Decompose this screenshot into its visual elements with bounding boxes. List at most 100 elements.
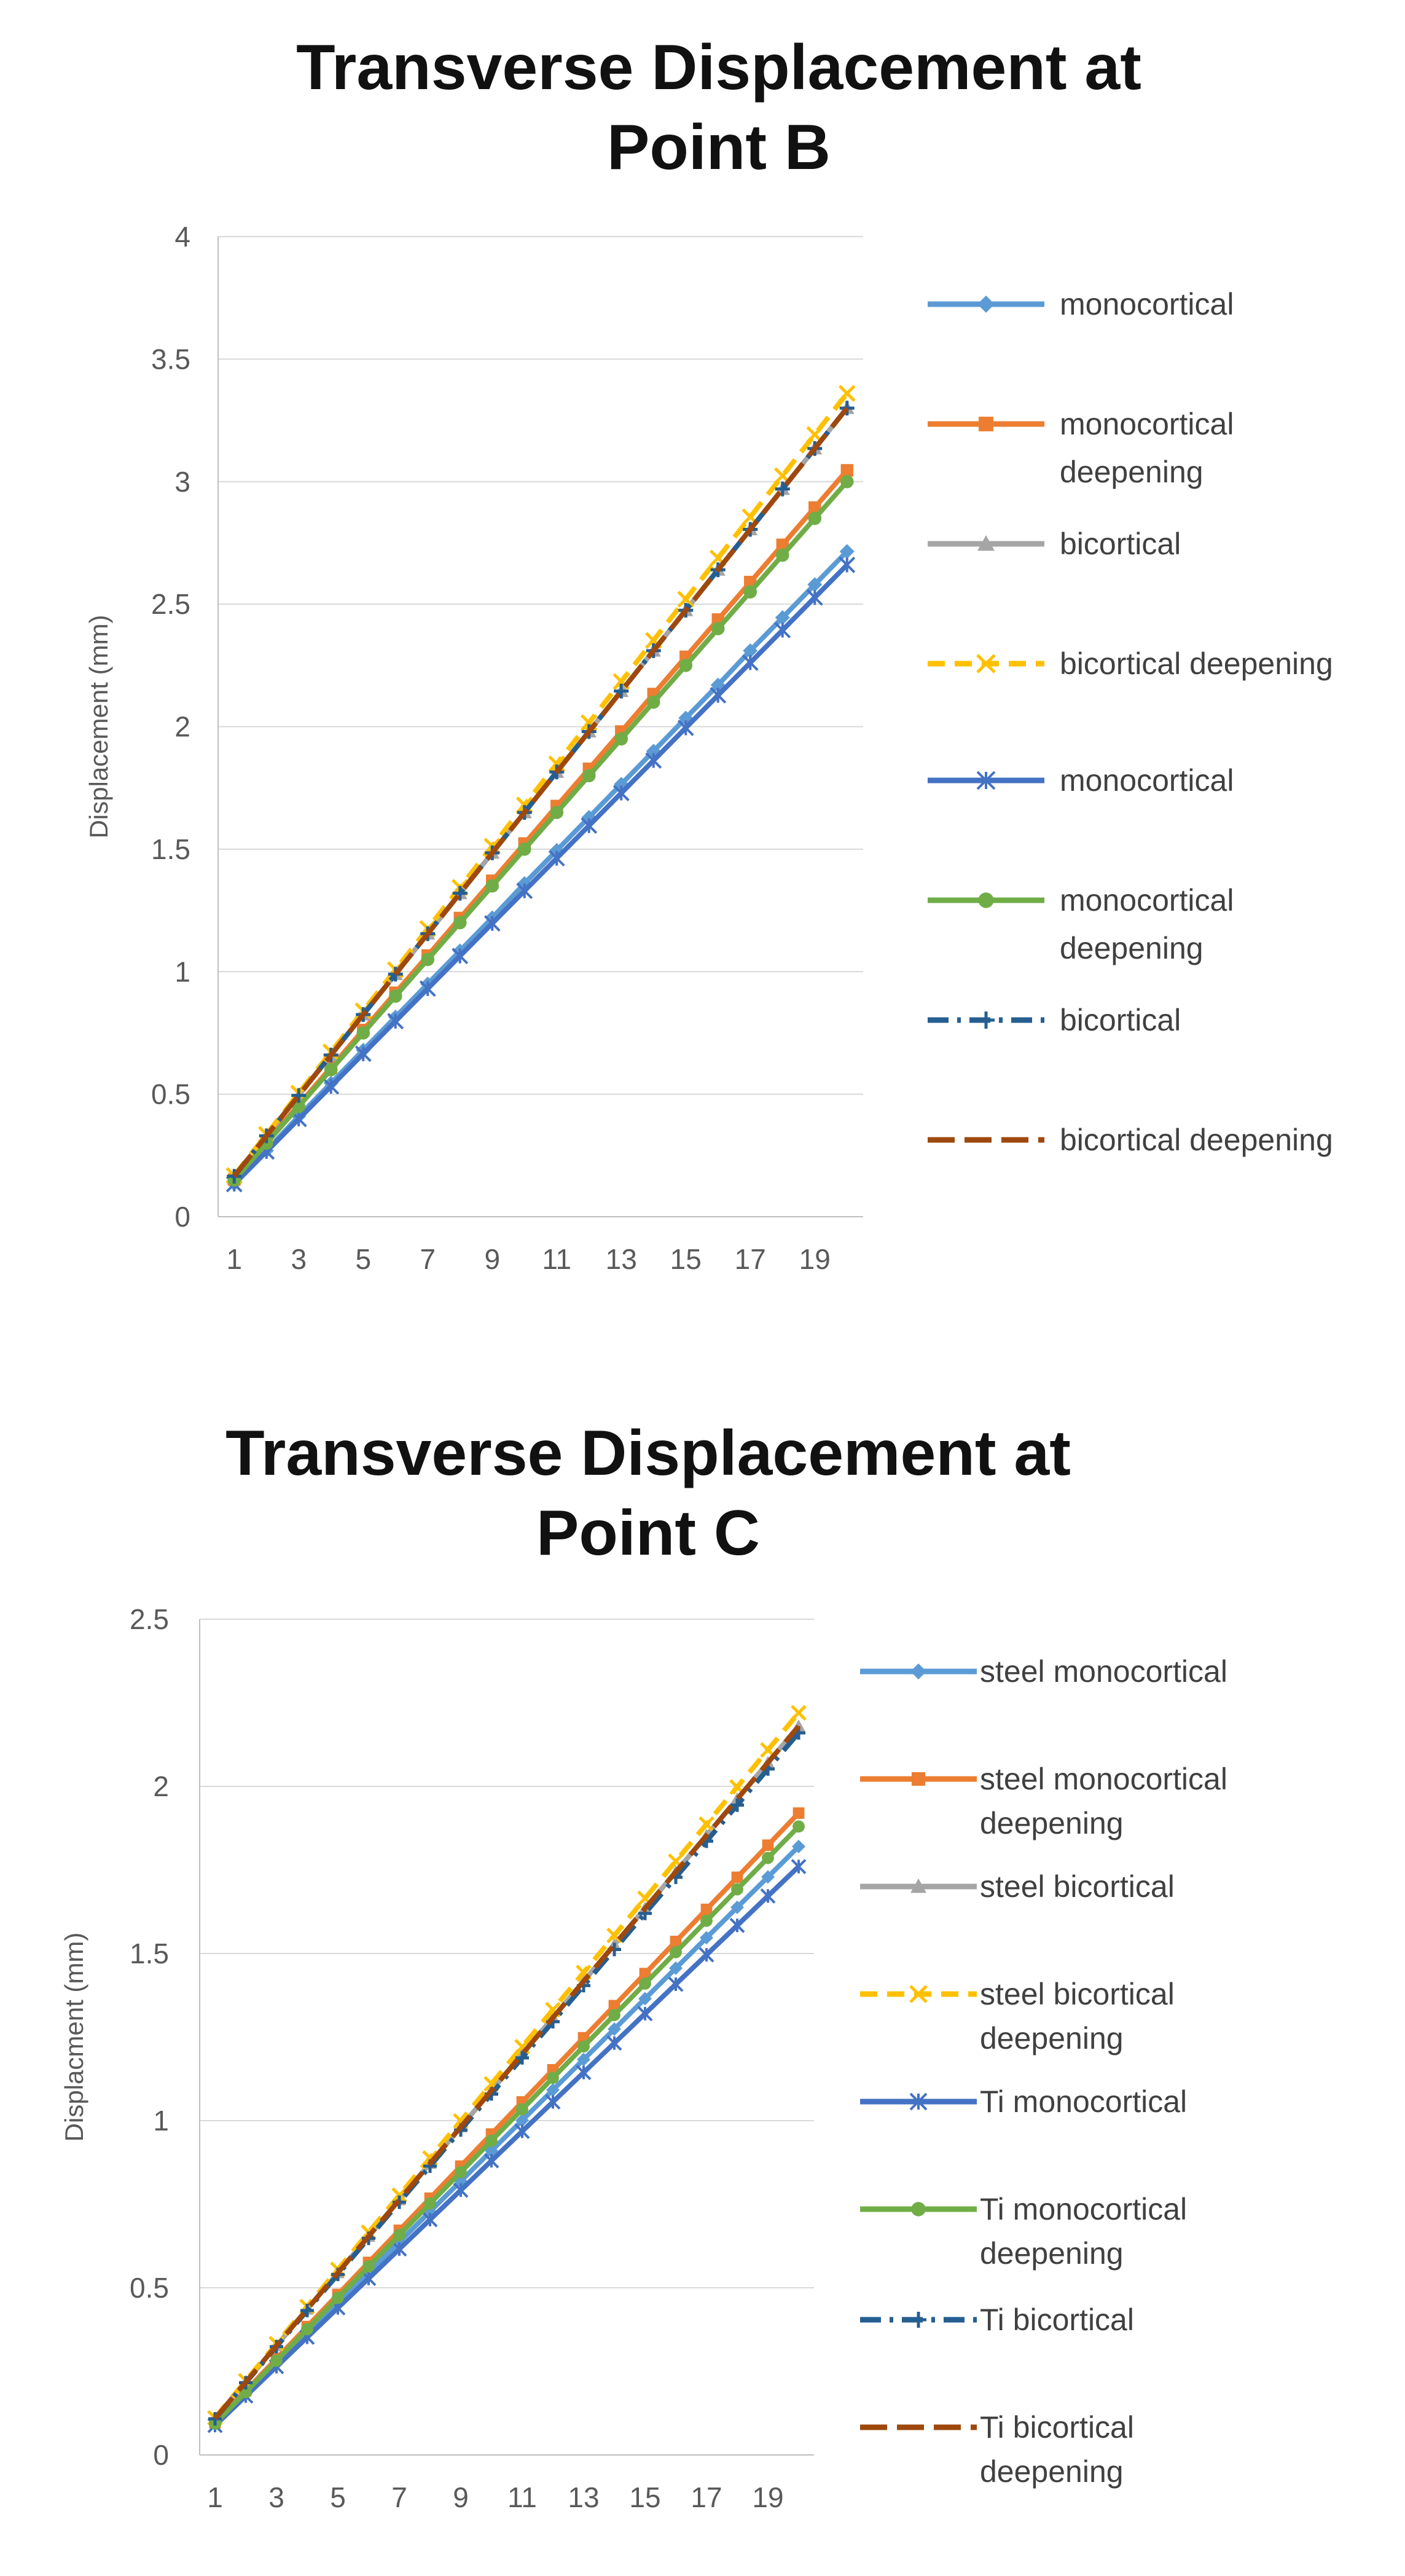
series-5	[207, 1859, 807, 2433]
y-tick-label: 2.5	[151, 588, 190, 620]
data-point	[791, 1705, 807, 1721]
legend-label: monocortical	[1060, 287, 1234, 321]
legend-label: bicortical	[1060, 1003, 1181, 1037]
legend-entry: monocortical	[928, 287, 1234, 321]
y-tick-label: 1	[153, 2105, 169, 2137]
series-8	[213, 1724, 801, 2421]
data-point	[208, 2412, 222, 2426]
legend-entry: monocortical deepening	[928, 883, 1234, 965]
data-point	[550, 806, 564, 819]
data-point	[455, 2166, 467, 2178]
legend-entry: bicortical	[928, 527, 1181, 561]
data-point	[710, 687, 727, 704]
y-tick-label: 3.5	[151, 343, 190, 375]
data-point	[793, 1820, 805, 1833]
legend-marker	[977, 535, 995, 551]
legend-label: deepening	[980, 1806, 1124, 1840]
chart-title-line: Point C	[536, 1498, 760, 1569]
data-point	[774, 621, 791, 638]
data-point	[608, 2000, 620, 2012]
data-point	[300, 2303, 314, 2317]
x-tick-label: 7	[391, 2481, 407, 2513]
series-line	[213, 1824, 800, 2425]
legend-label: Ti bicortical	[980, 2410, 1134, 2444]
legend-label: steel monocortical	[980, 1762, 1227, 1796]
legend-entry: bicortical deepening	[928, 646, 1333, 681]
data-point	[546, 2083, 560, 2097]
data-point	[639, 1968, 651, 1979]
data-point	[608, 2022, 621, 2036]
data-point	[422, 2212, 438, 2228]
data-point	[453, 916, 467, 930]
data-point	[391, 2187, 407, 2204]
x-tick-label: 19	[752, 2481, 783, 2513]
legend-marker	[978, 892, 994, 908]
y-tick-label: 0	[174, 1201, 190, 1233]
data-point	[421, 952, 435, 967]
legend-entry: steel monocortical deepening	[860, 1762, 1227, 1840]
legend-label: bicortical deepening	[1060, 1123, 1333, 1157]
data-point	[452, 886, 468, 901]
y-tick-label: 3	[174, 466, 190, 498]
data-point	[516, 2103, 528, 2116]
x-tick-label: 11	[542, 1243, 571, 1275]
data-point	[839, 556, 856, 573]
x-tick-label: 19	[799, 1243, 831, 1275]
legend-label: steel bicortical	[980, 1977, 1175, 2011]
data-point	[419, 980, 436, 997]
data-point	[731, 1883, 743, 1896]
data-point	[700, 1914, 713, 1927]
data-point	[646, 695, 660, 709]
data-point	[270, 2354, 283, 2367]
legend-entry: bicortical	[928, 1003, 1181, 1037]
legend-label: deepening	[980, 2236, 1124, 2271]
legend-entry: Ti bicortical deepening	[860, 2410, 1134, 2489]
series-5	[225, 556, 856, 1193]
legend-label: monocortical	[1060, 883, 1234, 917]
data-point	[792, 1839, 805, 1853]
x-tick-label: 9	[453, 2481, 469, 2513]
data-point	[700, 1931, 713, 1945]
data-point	[606, 2035, 622, 2051]
data-point	[840, 474, 854, 489]
data-point	[581, 817, 598, 834]
y-tick-label: 4	[174, 221, 190, 253]
legend-label: monocortical	[1060, 407, 1234, 441]
data-point	[669, 1961, 683, 1975]
data-point	[545, 2094, 561, 2110]
legend-entry: steel bicortical	[860, 1869, 1175, 1904]
data-point	[612, 785, 630, 801]
x-tick-label: 3	[268, 2481, 284, 2513]
data-point	[791, 1859, 807, 1874]
legend-marker	[977, 296, 995, 313]
series-1	[208, 1839, 805, 2432]
data-point	[639, 1977, 651, 1990]
data-point	[808, 511, 822, 525]
data-point	[483, 915, 501, 932]
data-point	[762, 1852, 774, 1864]
data-point	[775, 610, 790, 626]
series-line	[213, 1845, 800, 2427]
data-point	[645, 752, 662, 769]
legend-label: deepening	[980, 2454, 1124, 2489]
legend-label: bicortical	[1060, 527, 1181, 561]
data-point	[452, 948, 469, 965]
legend-label: steel monocortical	[980, 1654, 1227, 1689]
data-point	[668, 1976, 684, 1992]
x-tick-label: 5	[355, 1243, 371, 1275]
legend-label: deepening	[1060, 455, 1203, 489]
series-line	[232, 480, 849, 1182]
x-tick-label: 9	[484, 1243, 500, 1275]
data-point	[730, 1798, 744, 1812]
legend-marker	[910, 2312, 926, 2328]
data-point	[517, 842, 531, 856]
data-point	[840, 464, 853, 477]
y-tick-label: 0.5	[151, 1078, 190, 1110]
data-point	[711, 622, 725, 635]
x-tick-label: 11	[507, 2481, 537, 2513]
data-point	[391, 2241, 407, 2257]
x-tick-label: 13	[568, 2481, 599, 2513]
data-point	[576, 2065, 592, 2081]
data-point	[700, 1903, 713, 1915]
data-point	[761, 1870, 775, 1884]
